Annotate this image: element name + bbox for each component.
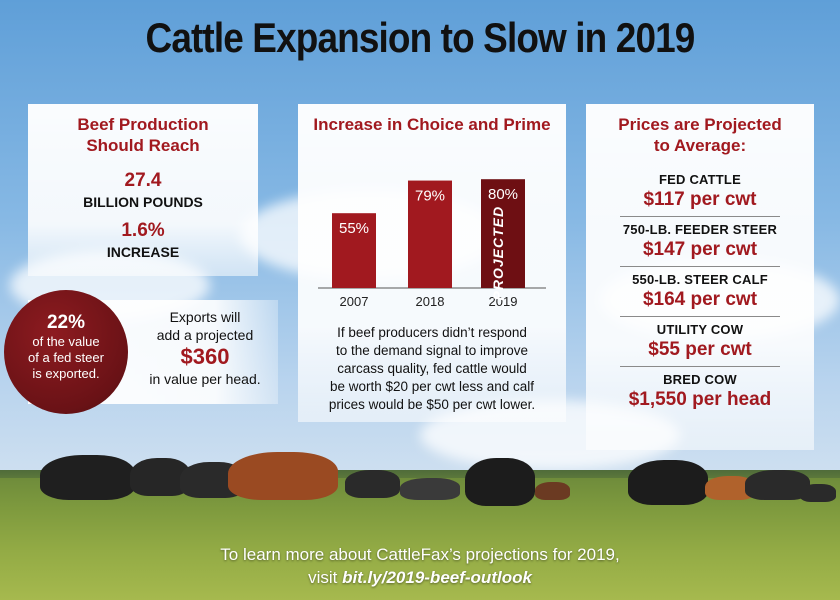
cow [40,455,135,500]
price-label: UTILITY COW [656,322,744,337]
note-line: prices would be $50 per cwt lower. [328,397,536,412]
price-value: $147 per cwt [642,239,758,260]
exports-line: Exports will [169,309,241,325]
price-value: $55 per cwt [648,339,752,360]
heading-line: Beef Production [77,115,209,134]
footer-prefix: visit [308,568,343,587]
price-item-feeder-steer: 750-LB. FEEDER STEER $147 per cwt [586,222,814,261]
cow [800,484,836,502]
footer: To learn more about CattleFax’s projecti… [0,543,840,589]
bar-2019 [481,179,525,288]
projected-annotation: PROJECTED [490,206,506,301]
exports-text: Exports will add a projected $360 in val… [130,308,280,388]
prices-heading: Prices are Projected to Average: [586,114,814,156]
note-line: be worth $20 per cwt less and calf [329,379,535,394]
note-line: If beef producers didn’t respond [337,325,527,340]
note-line: to the demand signal to improve [335,343,529,358]
cow [228,452,338,500]
price-item-utility-cow: UTILITY COW $55 per cwt [586,322,814,361]
export-share-percent: 22% [46,312,86,333]
cow [465,458,535,506]
bar-2007 [332,213,376,288]
projected-prices-panel: Prices are Projected to Average: FED CAT… [586,104,814,450]
divider [620,366,780,367]
footer-line: To learn more about CattleFax’s projecti… [220,545,620,564]
divider [620,316,780,317]
bar-value-label: 80% [488,186,518,203]
beef-production-panel: Beef Production Should Reach 27.4 BILLIO… [28,104,258,276]
bar-value-label: 79% [415,188,445,205]
price-value: $117 per cwt [643,189,757,210]
production-change-label: INCREASE [106,244,180,260]
note-line: carcass quality, fed cattle would [337,361,527,376]
outlook-link[interactable]: bit.ly/2019-beef-outlook [342,568,532,587]
export-share-text: of a fed steer [28,350,104,365]
x-tick-label: 2019 [489,294,518,309]
heading-line: Prices are Projected [618,115,782,134]
cow [345,470,400,498]
price-item-bred-cow: BRED COW $1,550 per head [586,372,814,411]
exports-line: add a projected [156,327,254,343]
exports-line: in value per head. [149,371,261,387]
page-title: Cattle Expansion to Slow in 2019 [145,14,696,61]
divider [620,216,780,217]
x-tick-label: 2007 [340,294,369,309]
price-label: BRED COW [663,372,737,387]
price-item-steer-calf: 550-LB. STEER CALF $164 per cwt [586,272,814,311]
price-item-fed-cattle: FED CATTLE $117 per cwt [586,172,814,211]
price-label: FED CATTLE [659,172,741,187]
cow [628,460,708,505]
cow [745,470,810,500]
price-value: $164 per cwt [642,289,758,310]
exports-value: $360 [180,344,230,369]
cow [535,482,570,500]
choice-prime-panel: Increase in Choice and Prime 55% 2007 79% 2… [298,104,566,422]
price-value: $1,550 per head [628,389,772,410]
heading-line: Should Reach [86,136,200,155]
export-share-text: is exported. [32,366,100,381]
bar-value-label: 55% [339,220,369,237]
divider [620,266,780,267]
beef-production-heading: Beef Production Should Reach [28,114,258,156]
production-unit: BILLION POUNDS [83,194,203,210]
footer-line: visit bit.ly/2019-beef-outlook [0,566,840,589]
price-label: 750-LB. FEEDER STEER [622,222,778,237]
x-tick-label: 2018 [416,294,445,309]
chart-note: If beef producers didn’t respond to the … [308,324,556,414]
chart-title: Increase in Choice and Prime [313,115,551,134]
export-share-circle: 22% of the value of a fed steer is expor… [4,290,128,414]
price-label: 550-LB. STEER CALF [632,272,768,287]
export-share-text: of the value [32,334,100,349]
cow [400,478,460,500]
heading-line: to Average: [653,136,747,155]
bar-2018 [408,180,452,288]
production-amount: 27.4 [124,170,162,191]
production-change: 1.6% [121,220,165,241]
